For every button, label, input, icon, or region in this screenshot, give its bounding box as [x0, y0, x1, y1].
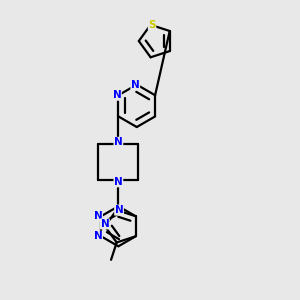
Text: N: N: [115, 205, 123, 215]
Text: N: N: [94, 211, 103, 221]
Text: N: N: [114, 177, 123, 187]
Text: N: N: [100, 219, 109, 229]
Text: N: N: [114, 137, 123, 147]
Text: N: N: [131, 80, 140, 90]
Text: N: N: [94, 231, 103, 241]
Text: N: N: [112, 90, 121, 100]
Text: S: S: [148, 20, 156, 30]
